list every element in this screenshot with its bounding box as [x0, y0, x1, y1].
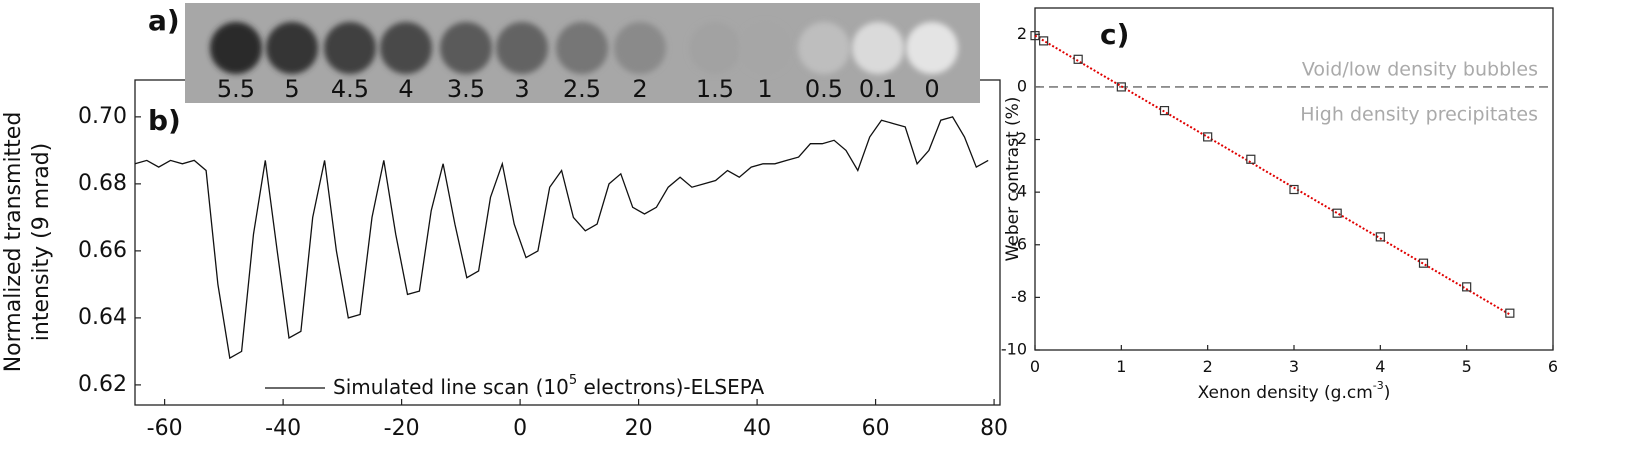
x-tick-label: -40 — [265, 416, 301, 441]
spot-label: 0.1 — [859, 75, 897, 103]
y-tick-label: -8 — [1011, 287, 1027, 306]
spot-label: 1 — [757, 75, 772, 103]
x-axis-label-sup: -3 — [1373, 379, 1384, 392]
spot-label: 5.5 — [217, 75, 255, 103]
data-point — [1332, 208, 1342, 218]
data-point — [1246, 154, 1256, 164]
spot-label: 5 — [284, 75, 299, 103]
y-tick-label: -6 — [1011, 234, 1027, 253]
spot-label: 0.5 — [805, 75, 843, 103]
spot-label: 4.5 — [331, 75, 369, 103]
spot — [689, 22, 741, 74]
spot-label: 0 — [924, 75, 939, 103]
x-tick-label: 20 — [625, 416, 653, 441]
spot — [852, 22, 904, 74]
x-axis-label-end: ) — [1384, 383, 1391, 403]
panel-label: a) — [148, 4, 180, 37]
y-axis-label: Normalized transmitted — [1, 112, 26, 373]
spot-label: 4 — [398, 75, 413, 103]
panel-label: b) — [148, 104, 181, 137]
spot — [324, 22, 376, 74]
legend-name-end: electrons)-ELSEPA — [577, 375, 764, 399]
x-tick-label: 60 — [862, 416, 890, 441]
y-axis-label: intensity (9 mrad) — [29, 143, 54, 341]
data-point — [1116, 82, 1126, 92]
y-tick-label: 0.62 — [78, 372, 127, 397]
x-tick-label: 6 — [1548, 357, 1558, 376]
x-axis-label: Xenon density (g.cm-3) — [1198, 379, 1391, 403]
spot — [614, 22, 666, 74]
spot — [380, 22, 432, 74]
y-tick-label: 0.66 — [78, 238, 127, 263]
x-tick-label: 80 — [980, 416, 1008, 441]
x-tick-label: 5 — [1462, 357, 1472, 376]
spot — [440, 22, 492, 74]
annotation: High density precipitates — [1300, 104, 1538, 126]
x-tick-label: 1 — [1116, 357, 1126, 376]
spot — [496, 22, 548, 74]
annotation: Void/low density bubbles — [1302, 59, 1538, 81]
y-tick-label: -2 — [1011, 129, 1027, 148]
y-tick-label: 0.64 — [78, 305, 127, 330]
data-point — [1030, 31, 1040, 41]
spot — [266, 22, 318, 74]
spot — [556, 22, 608, 74]
x-axis-label-main: Xenon density (g.cm — [1198, 383, 1373, 403]
legend-text: Simulated line scan (105 electrons)-ELSE… — [333, 373, 765, 399]
x-tick-label: 40 — [743, 416, 771, 441]
y-tick-label: 2 — [1017, 24, 1027, 43]
legend-name: Simulated line scan (10 — [333, 375, 569, 399]
legend-sup: 5 — [569, 373, 577, 388]
spot-label: 2 — [632, 75, 647, 103]
panel-label: c) — [1100, 18, 1129, 51]
data-point — [1039, 36, 1049, 46]
spot — [210, 22, 262, 74]
spot — [798, 22, 850, 74]
spot — [739, 22, 791, 74]
data-point — [1462, 282, 1472, 292]
data-point — [1505, 308, 1515, 318]
y-axis-label: Weber contrast (%) — [1003, 97, 1023, 262]
x-tick-label: 4 — [1375, 357, 1385, 376]
x-tick-label: 2 — [1203, 357, 1213, 376]
x-tick-label: 0 — [513, 416, 527, 441]
data-point — [1375, 232, 1385, 242]
y-tick-label: 0 — [1017, 76, 1027, 95]
data-point — [1418, 258, 1429, 268]
data-point — [1203, 132, 1213, 142]
x-tick-label: -20 — [384, 416, 420, 441]
x-tick-label: 3 — [1289, 357, 1299, 376]
spot — [906, 22, 958, 74]
plot-frame — [134, 79, 1001, 406]
spot-label: 3 — [514, 75, 529, 103]
x-tick-label: -60 — [147, 416, 183, 441]
data-line — [134, 116, 989, 360]
spot-label: 1.5 — [696, 75, 734, 103]
y-tick-label: 0.68 — [78, 171, 127, 196]
y-tick-label: -4 — [1011, 182, 1027, 201]
x-tick-label: 0 — [1030, 357, 1040, 376]
data-point — [1159, 105, 1170, 116]
y-tick-label: -10 — [1001, 340, 1027, 359]
data-point — [1073, 54, 1083, 64]
data-point — [1289, 184, 1299, 195]
y-tick-label: 0.70 — [78, 104, 127, 129]
spot-label: 2.5 — [563, 75, 601, 103]
spot-label: 3.5 — [447, 75, 485, 103]
